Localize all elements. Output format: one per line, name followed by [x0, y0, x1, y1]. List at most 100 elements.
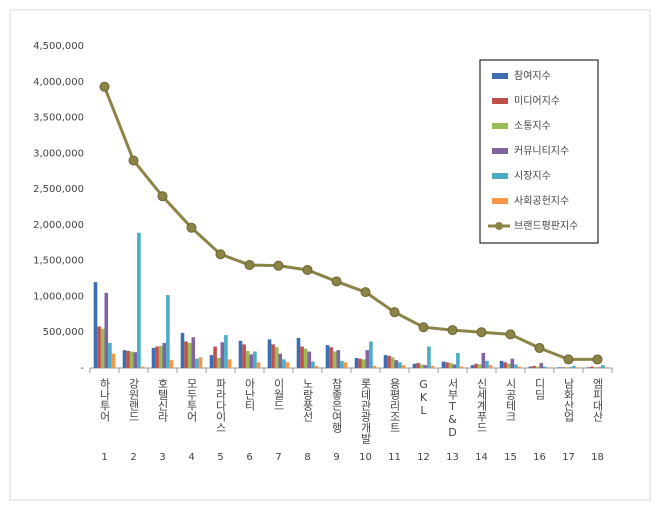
- x-tick-label: 신세계푸드: [475, 378, 488, 433]
- bar: [133, 352, 138, 368]
- bar: [311, 361, 315, 368]
- bar: [401, 365, 406, 368]
- bar: [122, 350, 127, 368]
- x-tick-label: 롯데관광개발: [359, 378, 372, 444]
- y-tick-label: 4,500,000: [33, 41, 84, 52]
- legend-swatch: [492, 123, 508, 129]
- x-tick-label: GKL: [417, 378, 430, 417]
- rank-label: 17: [562, 452, 575, 463]
- bar: [158, 345, 163, 368]
- bar: [416, 362, 420, 368]
- bar: [198, 357, 203, 368]
- rank-label: 16: [533, 452, 546, 463]
- line-marker: [215, 249, 226, 260]
- legend-swatch: [492, 73, 508, 79]
- bar: [343, 362, 348, 368]
- bar: [296, 337, 301, 368]
- bar: [488, 365, 493, 368]
- bar: [481, 352, 486, 368]
- bar: [104, 292, 109, 368]
- rank-label: 18: [591, 452, 604, 463]
- bar: [390, 357, 395, 368]
- bar: [303, 348, 308, 368]
- line: [103, 86, 598, 361]
- bar: [568, 367, 573, 368]
- bar: [256, 362, 261, 368]
- x-tick-label: 엠피대산: [591, 378, 604, 422]
- bar: [332, 351, 337, 368]
- x-tick-label: 이월드: [272, 378, 285, 411]
- legend-swatch: [492, 98, 508, 104]
- y-tick-label: 2,500,000: [33, 184, 84, 195]
- legend-marker: [495, 222, 503, 230]
- bar: [604, 367, 609, 368]
- bar: [452, 364, 457, 368]
- bar: [477, 364, 482, 368]
- bar: [180, 332, 185, 368]
- y-tick-label: 4,000,000: [33, 77, 84, 88]
- bar: [575, 367, 580, 368]
- line-marker: [99, 81, 110, 92]
- bar: [224, 335, 228, 368]
- bar: [445, 362, 449, 368]
- bar: [427, 346, 431, 368]
- bar: [419, 364, 424, 368]
- line-marker: [273, 260, 284, 271]
- bar: [532, 365, 536, 368]
- x-tick-label: 시공테크: [504, 378, 517, 422]
- rank-label: 8: [304, 452, 310, 463]
- legend-label: 브랜드평판지수: [514, 220, 578, 232]
- legend-swatch: [492, 148, 508, 154]
- line-marker: [244, 259, 255, 270]
- x-tick-label: 서부T&D: [446, 378, 459, 439]
- rank-label: 1: [101, 452, 107, 463]
- bar: [325, 345, 330, 368]
- bar: [162, 342, 167, 368]
- bar: [97, 326, 101, 368]
- bar: [300, 346, 304, 368]
- bar: [561, 367, 565, 368]
- bar: [191, 337, 196, 368]
- x-tick-label: 남화산업: [562, 378, 575, 422]
- y-tick-label: 1,000,000: [33, 291, 84, 302]
- bar: [572, 365, 576, 368]
- line-marker: [563, 354, 574, 365]
- x-tick-label: 디딤: [533, 378, 546, 400]
- rank-label: 12: [417, 452, 430, 463]
- bar: [557, 367, 562, 368]
- line-marker: [360, 287, 371, 298]
- x-tick-label: 아난티: [243, 378, 256, 411]
- bar: [329, 347, 333, 368]
- line-marker: [302, 264, 313, 275]
- bar: [543, 366, 547, 368]
- bar: [597, 367, 602, 368]
- rank-label: 5: [217, 452, 223, 463]
- x-tick-label: 노랑풍선: [301, 378, 314, 422]
- line-marker: [592, 354, 603, 365]
- y-tick-label: 500,000: [43, 327, 84, 338]
- bar: [383, 355, 388, 368]
- bar: [430, 365, 435, 368]
- bar: [517, 366, 522, 368]
- bar: [474, 363, 478, 368]
- bar: [358, 358, 362, 368]
- bar: [282, 359, 286, 368]
- bar: [387, 355, 391, 368]
- bar: [151, 347, 156, 368]
- legend-swatch: [492, 173, 508, 179]
- bar: [216, 357, 221, 368]
- bar: [155, 346, 159, 368]
- x-tick-label: 호텔신라: [156, 378, 169, 422]
- bar: [271, 344, 275, 368]
- y-tick-label: 1,500,000: [33, 256, 84, 267]
- bar: [485, 360, 489, 368]
- bar: [340, 360, 344, 368]
- bar: [593, 367, 598, 368]
- bar: [111, 353, 116, 368]
- bar: [169, 360, 174, 368]
- bar: [184, 341, 188, 368]
- line-marker: [534, 342, 545, 353]
- bar: [249, 354, 254, 368]
- bar: [546, 367, 551, 368]
